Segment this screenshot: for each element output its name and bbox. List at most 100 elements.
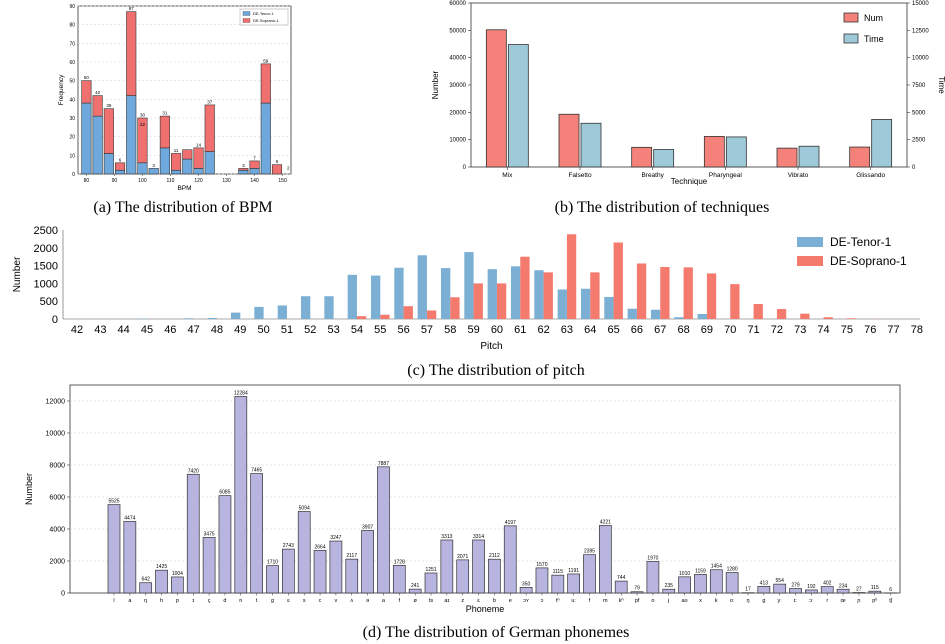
bar-soprano [137, 117, 148, 164]
y2-tick-label: 12500 [912, 28, 929, 34]
bar-tenor [92, 115, 103, 175]
x-tick-label: 78 [911, 324, 923, 336]
bar-tenor [238, 169, 249, 175]
x-tick-label: 51 [281, 324, 293, 336]
bar-total-label: 3 [152, 163, 155, 168]
y2-tick-label: 5000 [912, 110, 926, 116]
bar-value-label: 2395 [584, 549, 595, 555]
x-tick-label: ɪː [794, 598, 798, 604]
bar [757, 586, 771, 594]
bar [218, 495, 232, 594]
bar-tenor [370, 275, 381, 319]
bar [424, 572, 438, 594]
bar-soprano [182, 149, 193, 160]
bar-soprano [730, 284, 740, 319]
x-tick-label: 70 [724, 324, 736, 336]
bar [630, 591, 644, 594]
y-axis-title: Frequency [58, 74, 65, 105]
bar-value-label: 1425 [156, 564, 167, 570]
bar [377, 466, 390, 594]
bar-num [703, 135, 725, 168]
bar-tenor [604, 296, 614, 319]
bar-total-label: 14 [196, 142, 202, 147]
bar-tenor [534, 270, 544, 319]
bar-soprano [543, 272, 553, 319]
y-tick-label: 0 [463, 165, 467, 171]
x-tick-label: ɲ [856, 598, 860, 604]
bar-value-label: 1710 [267, 560, 278, 566]
bar-value-label: 350 [522, 581, 531, 587]
bar-tenor [627, 308, 637, 319]
bar-value-label: 3313 [441, 534, 452, 540]
x-tick-label: ɔː [809, 598, 814, 604]
bar-soprano [706, 273, 717, 319]
bar-soprano [126, 11, 137, 96]
bar [598, 525, 612, 594]
bar-inner-label: 22 [140, 122, 146, 127]
x-tick-label: 130 [222, 178, 231, 184]
bar [709, 569, 723, 594]
bar [789, 588, 802, 594]
bar-soprano [566, 234, 577, 319]
bar [440, 539, 454, 594]
y-tick-label: 0 [52, 314, 58, 326]
x-tick-label: ŋ [746, 598, 749, 604]
x-tick-label: 44 [118, 324, 130, 336]
bar [583, 554, 596, 594]
x-tick-label: z [461, 598, 464, 604]
bar-tenor [81, 102, 92, 175]
bar-tenor [126, 95, 137, 175]
x-tick-label: v [335, 598, 338, 604]
x-axis-title: Technique [671, 177, 708, 186]
bar-value-label: 2071 [457, 554, 468, 560]
bar-soprano [114, 162, 126, 171]
x-tick-label: Glissando [856, 172, 885, 179]
x-tick-label: yː [778, 598, 783, 604]
x-tick-label: 73 [794, 324, 806, 336]
bar-tenor [207, 317, 217, 319]
x-tick-label: o [651, 598, 654, 604]
caption-d: (d) The distribution of German phonemes [363, 624, 630, 641]
bar-soprano [776, 309, 787, 319]
bar-total-label: 87 [129, 6, 135, 11]
bar-tenor [510, 266, 521, 319]
bar [266, 565, 279, 594]
bar [139, 582, 153, 594]
bar-value-label: 192 [807, 584, 816, 590]
bar-total-label: 2 [287, 165, 290, 170]
bar-tenor [249, 168, 260, 175]
x-tick-label: 80 [84, 178, 90, 184]
legend-swatch-soprano [797, 256, 823, 266]
x-tick-label: 75 [841, 324, 853, 336]
bar [551, 574, 565, 594]
x-tick-label: oː [730, 598, 735, 604]
bar-tenor [674, 317, 684, 319]
bar-num [776, 147, 798, 168]
bar-tenor [277, 305, 287, 319]
bar-time [507, 44, 529, 168]
x-tick-label: pʰ [872, 597, 877, 604]
bar-tenor [103, 153, 114, 175]
x-tick-label: 140 [250, 178, 259, 184]
bar-value-label: 234 [839, 583, 848, 589]
y-tick-label: 20 [69, 135, 75, 141]
y-tick-label: 1500 [34, 261, 58, 273]
y-tick-label: 50000 [449, 28, 466, 34]
bar-soprano [103, 108, 114, 154]
bar [472, 539, 485, 594]
x-tick-label: Pharyngeal [709, 172, 742, 179]
bar [408, 588, 422, 594]
x-tick-label: b [493, 598, 496, 604]
bar-value-label: 3475 [204, 531, 215, 537]
legend-swatch-tenor [242, 11, 251, 16]
bar-total-label: 7 [253, 155, 256, 160]
x-tick-label: f [399, 598, 401, 604]
bar-value-label: 2664 [314, 544, 325, 550]
bar-tenor [182, 158, 193, 175]
caption-b: (b) The distribution of techniques [555, 199, 770, 216]
bar-tenor [301, 296, 311, 319]
bar-time [580, 122, 602, 168]
bar-tenor [464, 252, 474, 319]
bar-value-label: 12284 [234, 390, 248, 396]
bar-value-label: 235 [665, 583, 674, 589]
